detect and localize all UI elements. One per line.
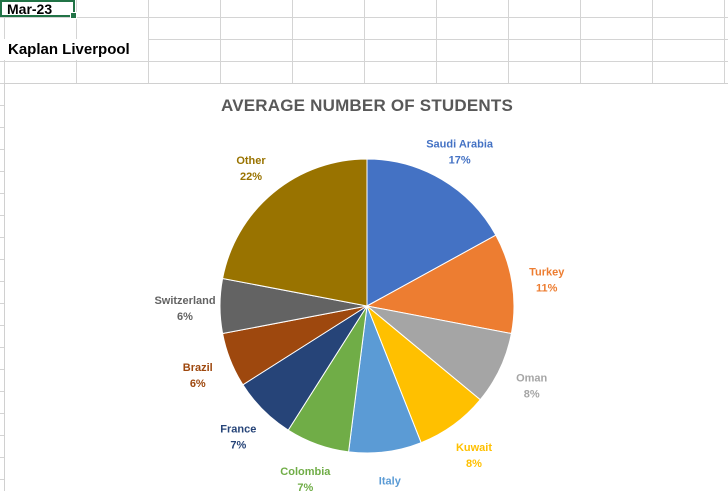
cell-a3[interactable]: Kaplan Liverpool xyxy=(0,39,148,60)
fill-handle[interactable] xyxy=(70,12,77,19)
pie-slice-saudi-arabia[interactable] xyxy=(366,158,497,307)
data-label-italy: Italy8% xyxy=(379,476,402,492)
data-label-brazil: Brazil 6% xyxy=(183,362,213,390)
data-label-turkey: Turkey 11% xyxy=(529,267,565,295)
data-label-france: France 7% xyxy=(220,424,256,452)
cell-a1-value: Mar-23 xyxy=(7,1,53,17)
pie-slice-turkey[interactable] xyxy=(365,234,515,335)
selected-cell-a1[interactable]: Mar-23 xyxy=(0,0,77,19)
data-label-colombia: Colombia 7% xyxy=(280,466,331,492)
data-label-oman: Oman 8% xyxy=(516,372,547,400)
pie-chart-plot: Saudi Arabia 17% Turkey 11% Oman 8% Kuwait 8% It… xyxy=(154,138,565,492)
pie-slice-other[interactable] xyxy=(222,158,368,307)
cell-a3-value: Kaplan Liverpool xyxy=(8,41,130,58)
chart-title: AVERAGE NUMBER OF STUDENTS xyxy=(220,96,513,115)
data-label-switzerland: Switzerland 6% xyxy=(154,295,215,323)
data-label-saudi-arabia: Saudi Arabia 17% xyxy=(426,138,494,166)
pie-chart[interactable]: AVERAGE NUMBER OF STUDENTS Saudi Arabia 1… xyxy=(4,83,728,492)
data-label-kuwait: Kuwait 8% xyxy=(456,442,492,470)
data-label-other: Other 22% xyxy=(236,155,266,183)
